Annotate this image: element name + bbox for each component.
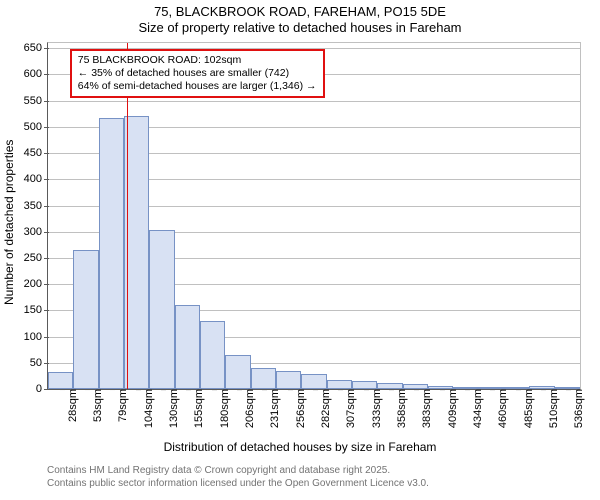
y-tick: 0 bbox=[36, 383, 48, 395]
y-tick: 50 bbox=[30, 357, 48, 369]
histogram-bar bbox=[175, 305, 200, 389]
callout-line-1: 75 BLACKBROOK ROAD: 102sqm bbox=[78, 54, 317, 67]
y-tick: 200 bbox=[24, 278, 48, 290]
plot-area: 0501001502002503003504004505005506006502… bbox=[47, 42, 581, 390]
x-tick: 333sqm bbox=[365, 389, 383, 428]
histogram-bar bbox=[99, 118, 124, 389]
histogram-bar bbox=[352, 381, 377, 389]
x-tick: 358sqm bbox=[390, 389, 408, 428]
histogram-bar bbox=[301, 374, 326, 389]
y-tick: 300 bbox=[24, 226, 48, 238]
x-tick: 460sqm bbox=[491, 389, 509, 428]
chart-subtitle: Size of property relative to detached ho… bbox=[0, 20, 600, 35]
x-tick: 409sqm bbox=[441, 389, 459, 428]
x-tick: 104sqm bbox=[137, 389, 155, 428]
x-tick: 510sqm bbox=[542, 389, 560, 428]
chart-title: 75, BLACKBROOK ROAD, FAREHAM, PO15 5DE bbox=[0, 4, 600, 20]
y-axis-label: Number of detached properties bbox=[2, 140, 16, 305]
histogram-bar bbox=[73, 250, 98, 389]
x-tick: 383sqm bbox=[415, 389, 433, 428]
y-tick: 350 bbox=[24, 200, 48, 212]
y-axis-label-text: Number of detached properties bbox=[2, 140, 16, 305]
y-tick: 600 bbox=[24, 68, 48, 80]
x-axis-label-text: Distribution of detached houses by size … bbox=[164, 440, 437, 454]
x-tick: 79sqm bbox=[111, 389, 129, 422]
x-tick: 206sqm bbox=[238, 389, 256, 428]
footnote: Contains HM Land Registry data © Crown c… bbox=[47, 464, 429, 490]
histogram-bar bbox=[276, 371, 301, 389]
y-tick: 500 bbox=[24, 121, 48, 133]
x-tick: 155sqm bbox=[187, 389, 205, 428]
x-tick: 180sqm bbox=[213, 389, 231, 428]
y-tick: 100 bbox=[24, 331, 48, 343]
y-tick: 550 bbox=[24, 95, 48, 107]
histogram-bar bbox=[48, 372, 73, 389]
y-tick: 400 bbox=[24, 173, 48, 185]
footnote-line-2: Contains public sector information licen… bbox=[47, 477, 429, 490]
x-tick: 28sqm bbox=[61, 389, 79, 422]
marker-callout: 75 BLACKBROOK ROAD: 102sqm ← 35% of deta… bbox=[70, 49, 325, 98]
x-tick: 307sqm bbox=[339, 389, 357, 428]
x-tick: 53sqm bbox=[86, 389, 104, 422]
y-tick: 650 bbox=[24, 42, 48, 54]
x-axis-label: Distribution of detached houses by size … bbox=[0, 440, 600, 454]
y-tick: 450 bbox=[24, 147, 48, 159]
histogram-bar bbox=[225, 355, 250, 389]
x-tick: 256sqm bbox=[289, 389, 307, 428]
callout-line-2: ← 35% of detached houses are smaller (74… bbox=[78, 67, 317, 80]
callout-line-3: 64% of semi-detached houses are larger (… bbox=[78, 80, 317, 93]
x-tick: 231sqm bbox=[263, 389, 281, 428]
y-tick: 250 bbox=[24, 252, 48, 264]
y-tick: 150 bbox=[24, 304, 48, 316]
x-tick: 130sqm bbox=[162, 389, 180, 428]
histogram-bar bbox=[200, 321, 225, 389]
x-tick: 282sqm bbox=[314, 389, 332, 428]
x-tick: 434sqm bbox=[466, 389, 484, 428]
histogram-bar bbox=[327, 380, 352, 389]
x-tick: 536sqm bbox=[567, 389, 585, 428]
x-tick: 485sqm bbox=[517, 389, 535, 428]
histogram-bar bbox=[251, 368, 276, 389]
chart-container: { "title": "75, BLACKBROOK ROAD, FAREHAM… bbox=[0, 0, 600, 500]
footnote-line-1: Contains HM Land Registry data © Crown c… bbox=[47, 464, 429, 477]
histogram-bar bbox=[149, 230, 174, 389]
